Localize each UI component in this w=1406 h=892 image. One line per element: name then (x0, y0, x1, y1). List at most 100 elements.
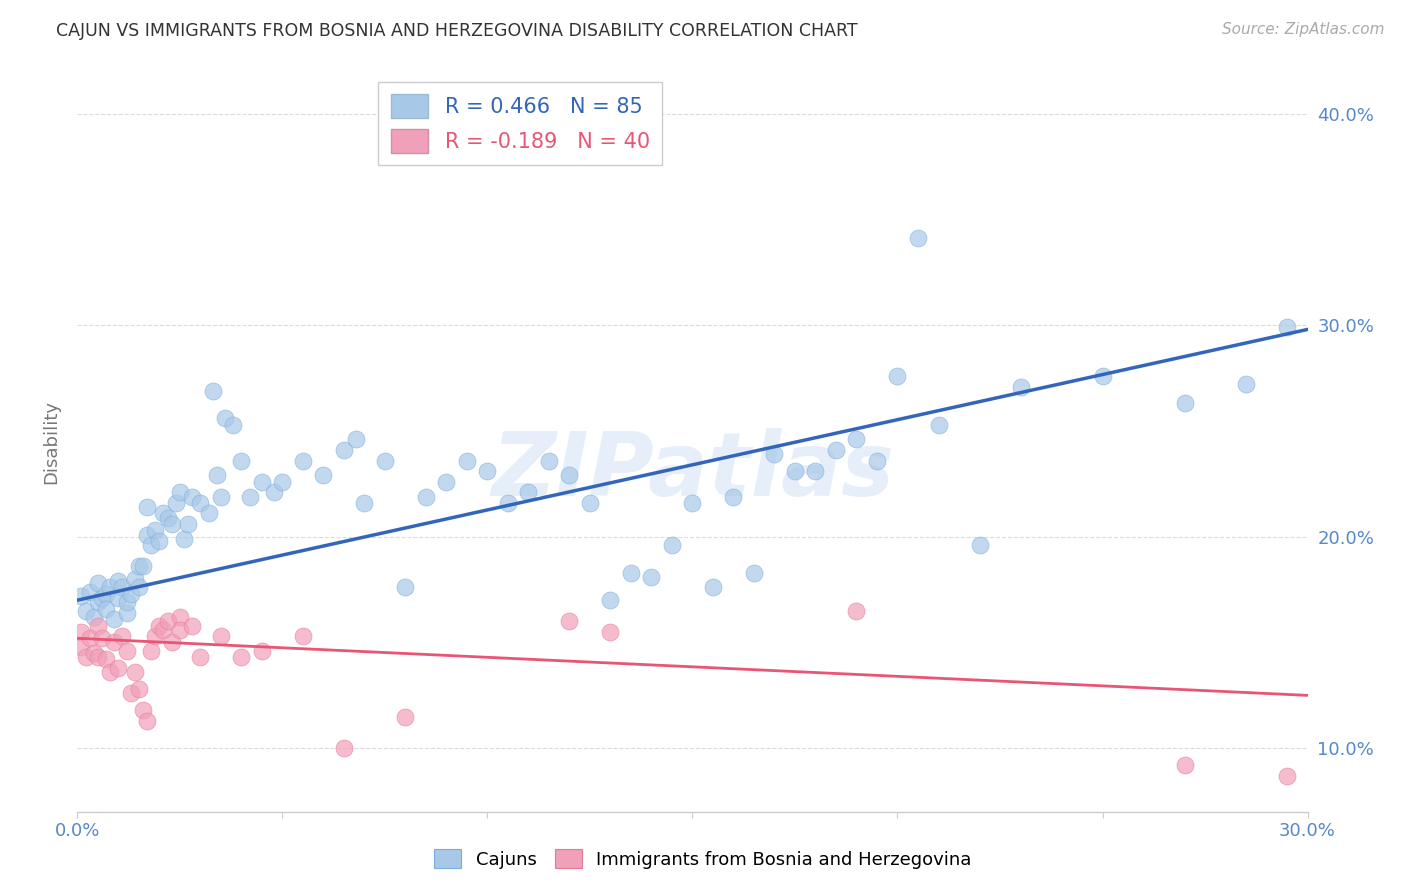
Point (436, 475, 458, 489)
Point (124, 665, 146, 679)
Point (201, 384, 224, 398)
Point (599, 624, 621, 639)
Legend: Cajuns, Immigrants from Bosnia and Herzegovina: Cajuns, Immigrants from Bosnia and Herze… (427, 842, 979, 876)
Point (1275, 320, 1298, 334)
Point (111, 629, 134, 643)
Point (87, 618, 110, 632)
Point (344, 433, 367, 447)
Point (723, 490, 745, 504)
Point (143, 629, 166, 643)
Point (124, 572, 146, 586)
Point (209, 629, 232, 643)
Point (231, 453, 253, 467)
Point (783, 464, 806, 478)
Point (141, 538, 163, 552)
Point (136, 500, 159, 515)
Point (394, 581, 416, 595)
Point (312, 468, 335, 483)
Point (120, 686, 142, 700)
Point (907, 231, 929, 245)
Point (1174, 758, 1197, 772)
Point (640, 570, 662, 584)
Point (128, 559, 150, 574)
Point (152, 623, 174, 637)
Point (222, 417, 245, 432)
Point (94, 652, 117, 666)
Point (165, 496, 187, 510)
Point (188, 650, 212, 665)
Point (558, 615, 581, 629)
Point (103, 635, 125, 649)
Point (148, 618, 170, 632)
Point (107, 591, 129, 605)
Point (103, 612, 125, 626)
Point (394, 709, 416, 723)
Point (141, 644, 163, 658)
Point (136, 714, 159, 728)
Point (1091, 368, 1114, 383)
Point (374, 453, 396, 467)
Point (271, 475, 294, 489)
Point (456, 453, 478, 467)
Point (845, 604, 868, 618)
Point (128, 581, 150, 595)
Point (845, 433, 868, 447)
Point (156, 510, 179, 524)
Legend: R = 0.466   N = 85, R = -0.189   N = 40: R = 0.466 N = 85, R = -0.189 N = 40 (378, 82, 662, 165)
Point (579, 496, 602, 510)
Point (90, 632, 114, 646)
Point (558, 468, 581, 483)
Point (83, 646, 105, 660)
Point (177, 516, 200, 531)
Point (415, 490, 437, 504)
Point (70, 640, 93, 654)
Point (886, 368, 908, 383)
Point (132, 559, 155, 574)
Point (160, 516, 183, 531)
Point (231, 650, 253, 665)
Point (205, 468, 228, 483)
Point (291, 629, 314, 643)
Point (98, 665, 121, 679)
Point (70, 589, 93, 603)
Point (599, 593, 621, 607)
Point (333, 442, 356, 457)
Text: ZIPatlas: ZIPatlas (491, 427, 894, 515)
Point (136, 527, 159, 541)
Point (181, 490, 204, 504)
Point (128, 681, 150, 696)
Point (79, 584, 101, 599)
Point (94, 587, 117, 601)
Point (866, 453, 889, 467)
Point (804, 464, 827, 478)
Point (620, 566, 643, 580)
Point (333, 741, 356, 756)
Point (169, 623, 191, 637)
Point (148, 533, 170, 548)
Point (107, 574, 129, 589)
Point (75, 650, 97, 665)
Point (94, 601, 117, 615)
Point (239, 490, 262, 504)
Point (682, 496, 704, 510)
Point (70, 624, 93, 639)
Point (197, 507, 219, 521)
Point (90, 591, 114, 605)
Point (1234, 377, 1257, 392)
Point (115, 644, 138, 658)
Point (517, 485, 540, 500)
Point (181, 618, 204, 632)
Point (87, 595, 110, 609)
Point (250, 644, 273, 658)
Point (1275, 769, 1298, 783)
Point (160, 635, 183, 649)
Y-axis label: Disability: Disability (42, 400, 60, 483)
Point (353, 496, 375, 510)
Text: CAJUN VS IMMIGRANTS FROM BOSNIA AND HERZEGOVINA DISABILITY CORRELATION CHART: CAJUN VS IMMIGRANTS FROM BOSNIA AND HERZ… (56, 22, 858, 40)
Point (115, 606, 138, 620)
Point (87, 576, 110, 591)
Point (928, 417, 950, 432)
Point (98, 581, 121, 595)
Point (87, 650, 110, 665)
Point (263, 485, 285, 500)
